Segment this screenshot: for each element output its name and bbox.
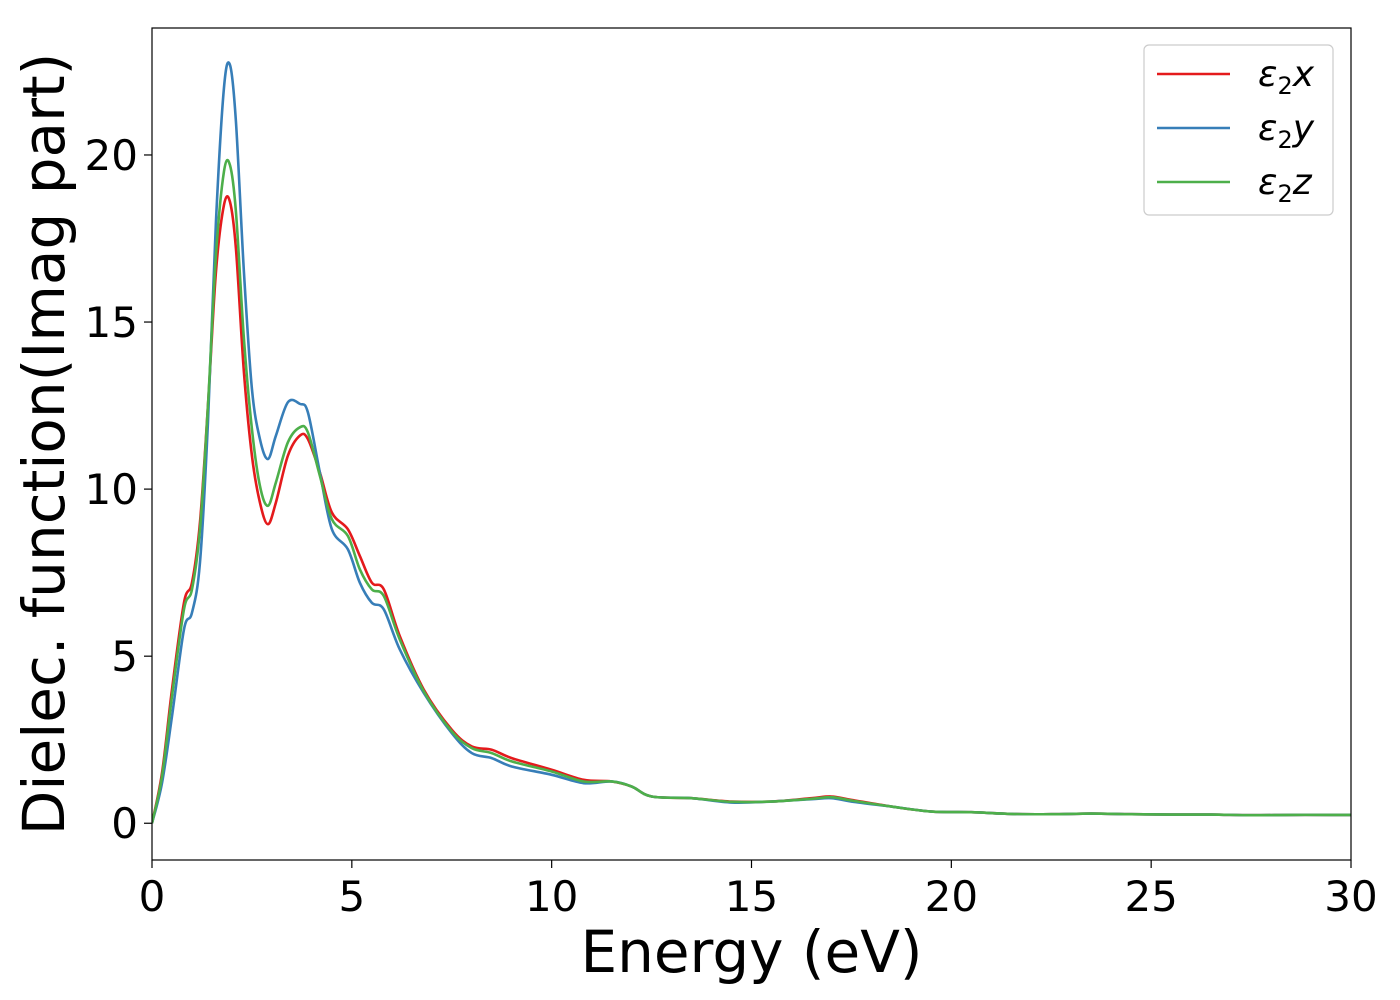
x-tick-label: 0 — [139, 872, 166, 921]
x-tick-label: 10 — [525, 872, 578, 921]
y-tick-label: 10 — [85, 465, 138, 514]
x-tick-label: 15 — [725, 872, 778, 921]
x-tick-label: 20 — [925, 872, 978, 921]
legend-label-x: ε2x — [1258, 54, 1315, 100]
y-axis: 0 5 10 15 20 — [85, 131, 152, 848]
legend: ε2x ε2y ε2z — [1143, 44, 1334, 216]
legend-label-y: ε2y — [1258, 108, 1315, 154]
y-axis-label: Dielec. function(Imag part) — [10, 53, 78, 836]
x-tick-label: 5 — [338, 872, 365, 921]
legend-frame — [1143, 44, 1334, 216]
x-tick-label: 25 — [1124, 872, 1177, 921]
y-tick-label: 5 — [111, 632, 138, 681]
y-tick-label: 20 — [85, 131, 138, 180]
series-layer — [152, 61, 1351, 824]
x-axis-label: Energy (eV) — [580, 918, 922, 986]
x-axis: 0 5 10 15 20 25 30 — [139, 860, 1378, 921]
legend-label-z: ε2z — [1258, 162, 1313, 208]
x-tick-label: 30 — [1324, 872, 1377, 921]
series-line-z — [152, 158, 1351, 824]
y-tick-label: 15 — [85, 298, 138, 347]
y-tick-label: 0 — [111, 799, 138, 848]
